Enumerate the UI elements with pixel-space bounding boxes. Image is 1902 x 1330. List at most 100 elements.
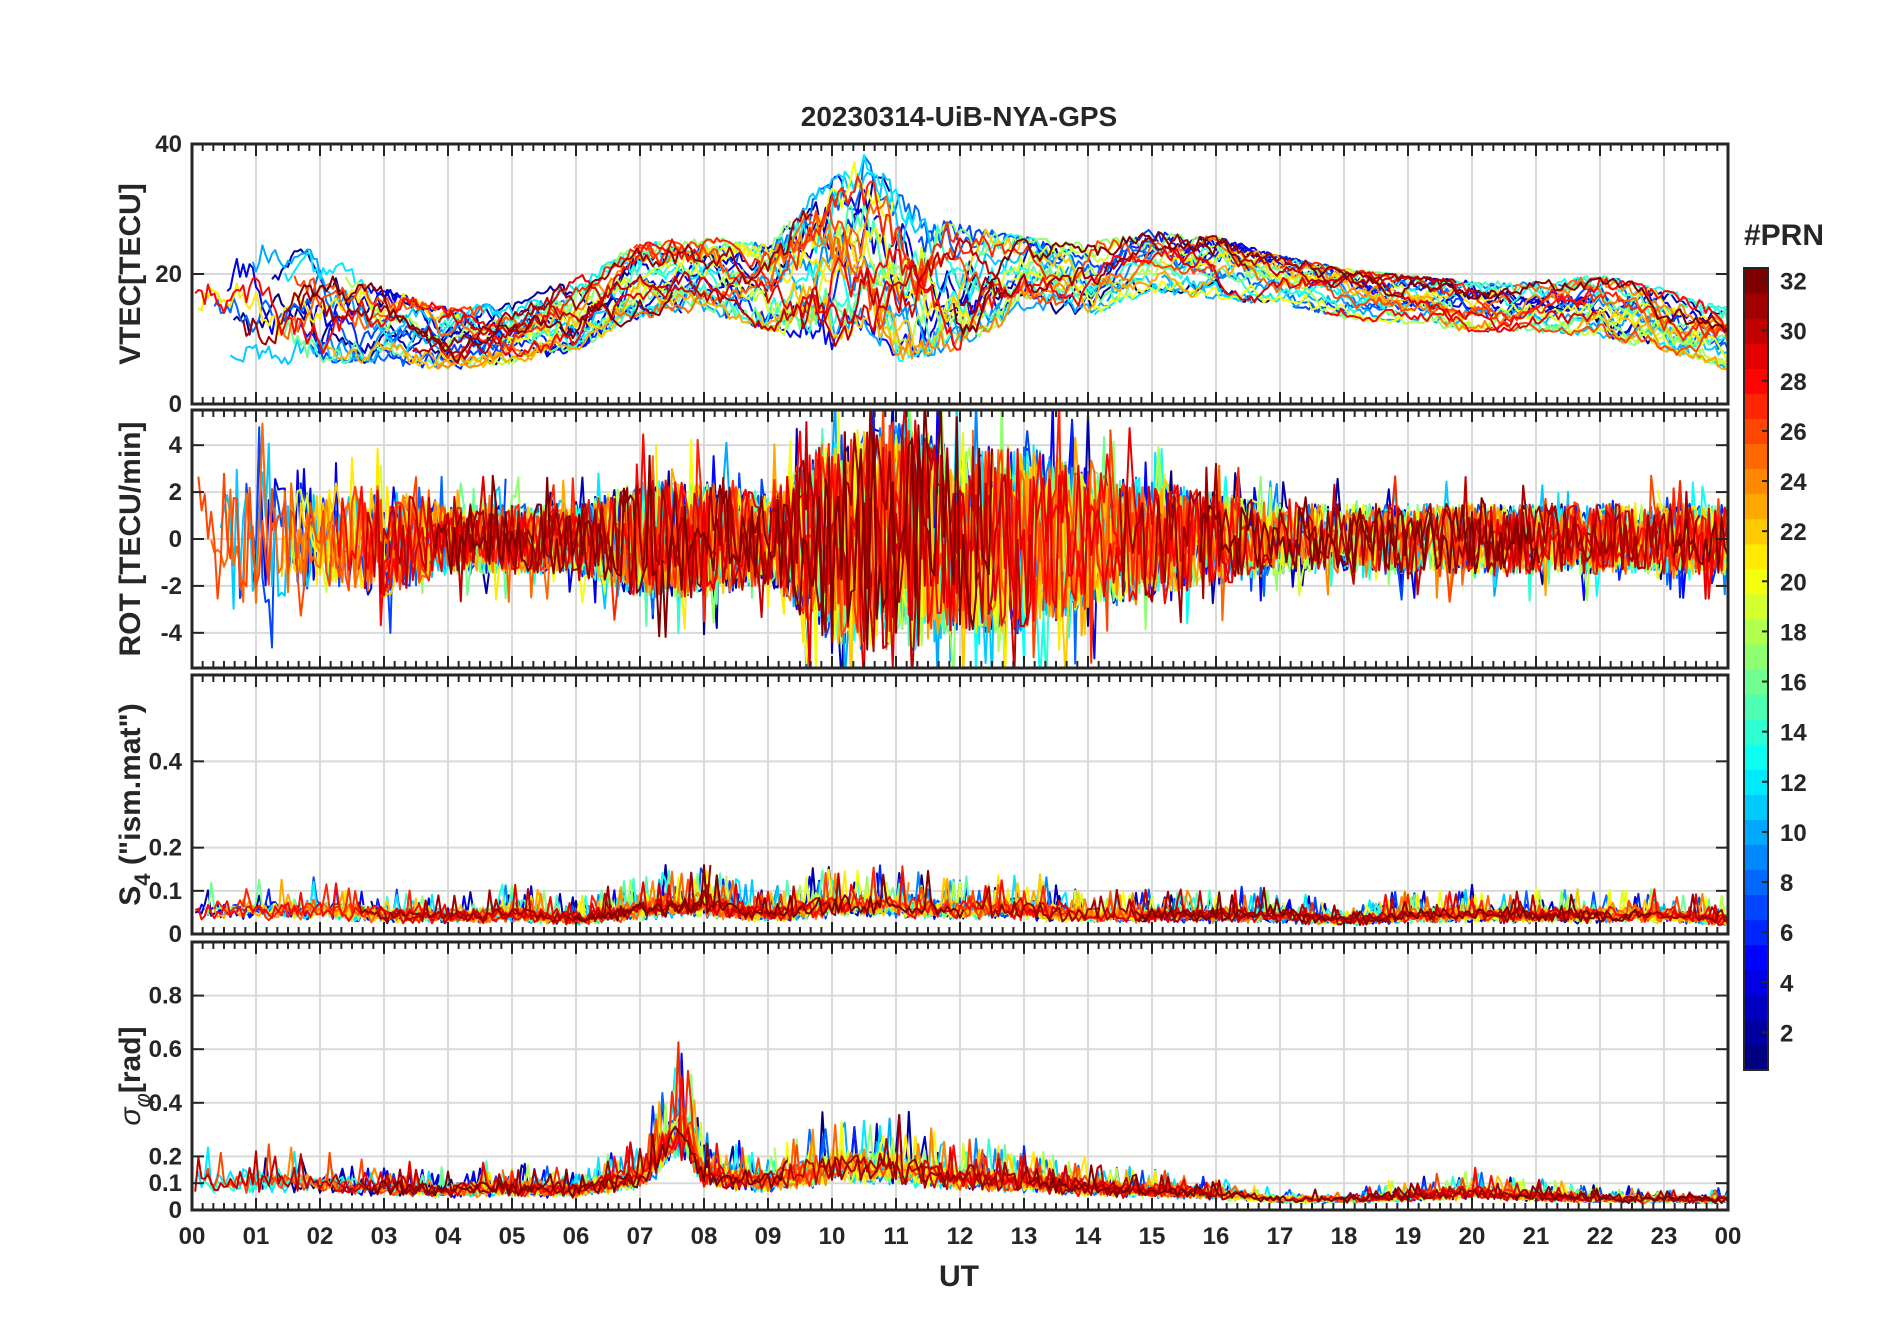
colorbar-tick-label: 6 (1780, 920, 1793, 947)
colorbar-tick-label: 28 (1780, 369, 1807, 396)
series-line-prn-20 (504, 161, 894, 348)
colorbar-band (1744, 694, 1768, 720)
series-line-prn-32 (1311, 265, 1726, 334)
colorbar-band (1744, 944, 1768, 971)
x-tick-label: 04 (435, 1223, 462, 1250)
colorbar-tick-label: 32 (1780, 269, 1807, 296)
series-line-prn-31 (456, 410, 933, 647)
y-axis-title-s4: S4 ("ism.mat") (114, 703, 155, 905)
x-tick-label: 16 (1203, 1223, 1230, 1250)
x-tick-label: 02 (307, 1223, 334, 1250)
series-line-prn-32 (296, 275, 673, 364)
x-tick-label: 00 (179, 1223, 206, 1250)
series-group (197, 410, 1728, 668)
series-line-prn-31 (1334, 1182, 1728, 1204)
colorbar-band (1744, 493, 1768, 520)
series-line-prn-16 (274, 274, 903, 370)
series-line-prn-26 (1321, 282, 1728, 356)
colorbar-band (1744, 343, 1768, 369)
y-tick-label: 4 (169, 432, 183, 459)
series-line-prn-14 (773, 224, 1406, 334)
x-tick-label: 19 (1395, 1223, 1422, 1250)
series-line-prn-28 (530, 1075, 740, 1199)
y-tick-label: 0.2 (149, 1143, 182, 1170)
x-tick-label: 10 (819, 1223, 846, 1250)
colorbar-band (1744, 393, 1768, 419)
series-group (194, 864, 1728, 927)
x-tick-label: 23 (1651, 1223, 1678, 1250)
y-axis-title-vtec: VTEC[TECU] (114, 183, 147, 365)
series-line-prn-21 (700, 226, 971, 324)
colorbar-tick-label: 18 (1780, 619, 1807, 646)
x-tick-label: 15 (1139, 1223, 1166, 1250)
x-tick-label: 05 (499, 1223, 526, 1250)
series-line-prn-31 (959, 233, 1457, 314)
series-line-prn-31 (242, 209, 814, 349)
y-tick-label: 2 (169, 479, 182, 506)
x-tick-label: 18 (1331, 1223, 1358, 1250)
series-line-prn-28 (799, 247, 1214, 351)
series-line-prn-31 (975, 885, 1416, 926)
colorbar-band (1744, 293, 1768, 319)
series-line-prn-32 (434, 410, 993, 651)
x-tick-label: 09 (755, 1223, 782, 1250)
series-line-prn-32 (952, 231, 1249, 336)
colorbar-tick-label: 24 (1780, 469, 1807, 496)
colorbar-band (1744, 894, 1768, 921)
series-line-prn-32 (1026, 1164, 1428, 1204)
series-line-prn-29 (918, 1146, 1224, 1199)
series-line-prn-26 (632, 203, 1217, 330)
colorbar-frame (1743, 267, 1769, 1071)
series-line-prn-22 (309, 897, 548, 924)
colorbar-band (1744, 994, 1768, 1021)
x-tick-label: 21 (1523, 1223, 1550, 1250)
series-line-prn-22 (1605, 309, 1728, 342)
series-line-prn-32 (1512, 1185, 1728, 1205)
x-tick-label: 17 (1267, 1223, 1294, 1250)
series-line-prn-30 (194, 1150, 449, 1196)
series-line-prn-23 (323, 254, 910, 368)
y-tick-label: 0.6 (149, 1036, 182, 1063)
series-line-prn-20 (1010, 264, 1432, 324)
series-line-prn-8 (213, 269, 539, 367)
x-tick-label: 07 (627, 1223, 654, 1250)
y-axis-title-sigma_phi: σφ[rad] (114, 1026, 155, 1125)
series-line-prn-28 (194, 238, 705, 358)
series-line-prn-30 (412, 237, 1003, 360)
series-line-prn-31 (1119, 462, 1701, 624)
colorbar-tick-label: 26 (1780, 419, 1807, 446)
y-tick-label: 0 (169, 921, 182, 948)
y-tick-label: 40 (155, 131, 182, 158)
series-group (194, 1041, 1728, 1205)
x-tick-labels: 00 01 02 03 04 05 06 07 08 09 10 11 12 13 14 15 16 17 18 19… (179, 1223, 1742, 1250)
colorbar-band (1744, 744, 1768, 770)
x-tick-label: 20 (1459, 1223, 1486, 1250)
colorbar-band (1744, 543, 1768, 570)
series-line-prn-3 (837, 215, 1063, 337)
colorbar-tick-label: 12 (1780, 770, 1807, 797)
colorbar-tick-label: 4 (1780, 970, 1794, 997)
y-tick-label: 0.1 (149, 878, 182, 905)
colorbar-tick-label: 16 (1780, 670, 1807, 697)
series-line-prn-26 (293, 275, 485, 317)
colorbar-tick-label: 10 (1780, 820, 1807, 847)
y-tick-label: 0.8 (149, 983, 182, 1010)
series-group (194, 154, 1728, 371)
x-tick-label: 11 (883, 1223, 908, 1250)
x-tick-label: 22 (1587, 1223, 1614, 1250)
series-line-prn-25 (610, 195, 942, 319)
series-line-prn-23 (1576, 310, 1728, 371)
panel-s4: 0 0.1 0.2 0.4S4 ("ism.mat") (114, 673, 1730, 948)
colorbar-band (1744, 643, 1768, 670)
y-tick-label: -4 (161, 620, 183, 647)
x-tick-label: 01 (243, 1223, 270, 1250)
x-tick-label: 03 (371, 1223, 398, 1250)
series-line-prn-23 (1020, 250, 1434, 314)
colorbar-band (1744, 593, 1768, 620)
series-line-prn-32 (1672, 516, 1728, 574)
y-tick-label: 0 (169, 526, 182, 553)
series-line-prn-25 (1090, 235, 1329, 294)
colorbar-band (1744, 443, 1768, 470)
